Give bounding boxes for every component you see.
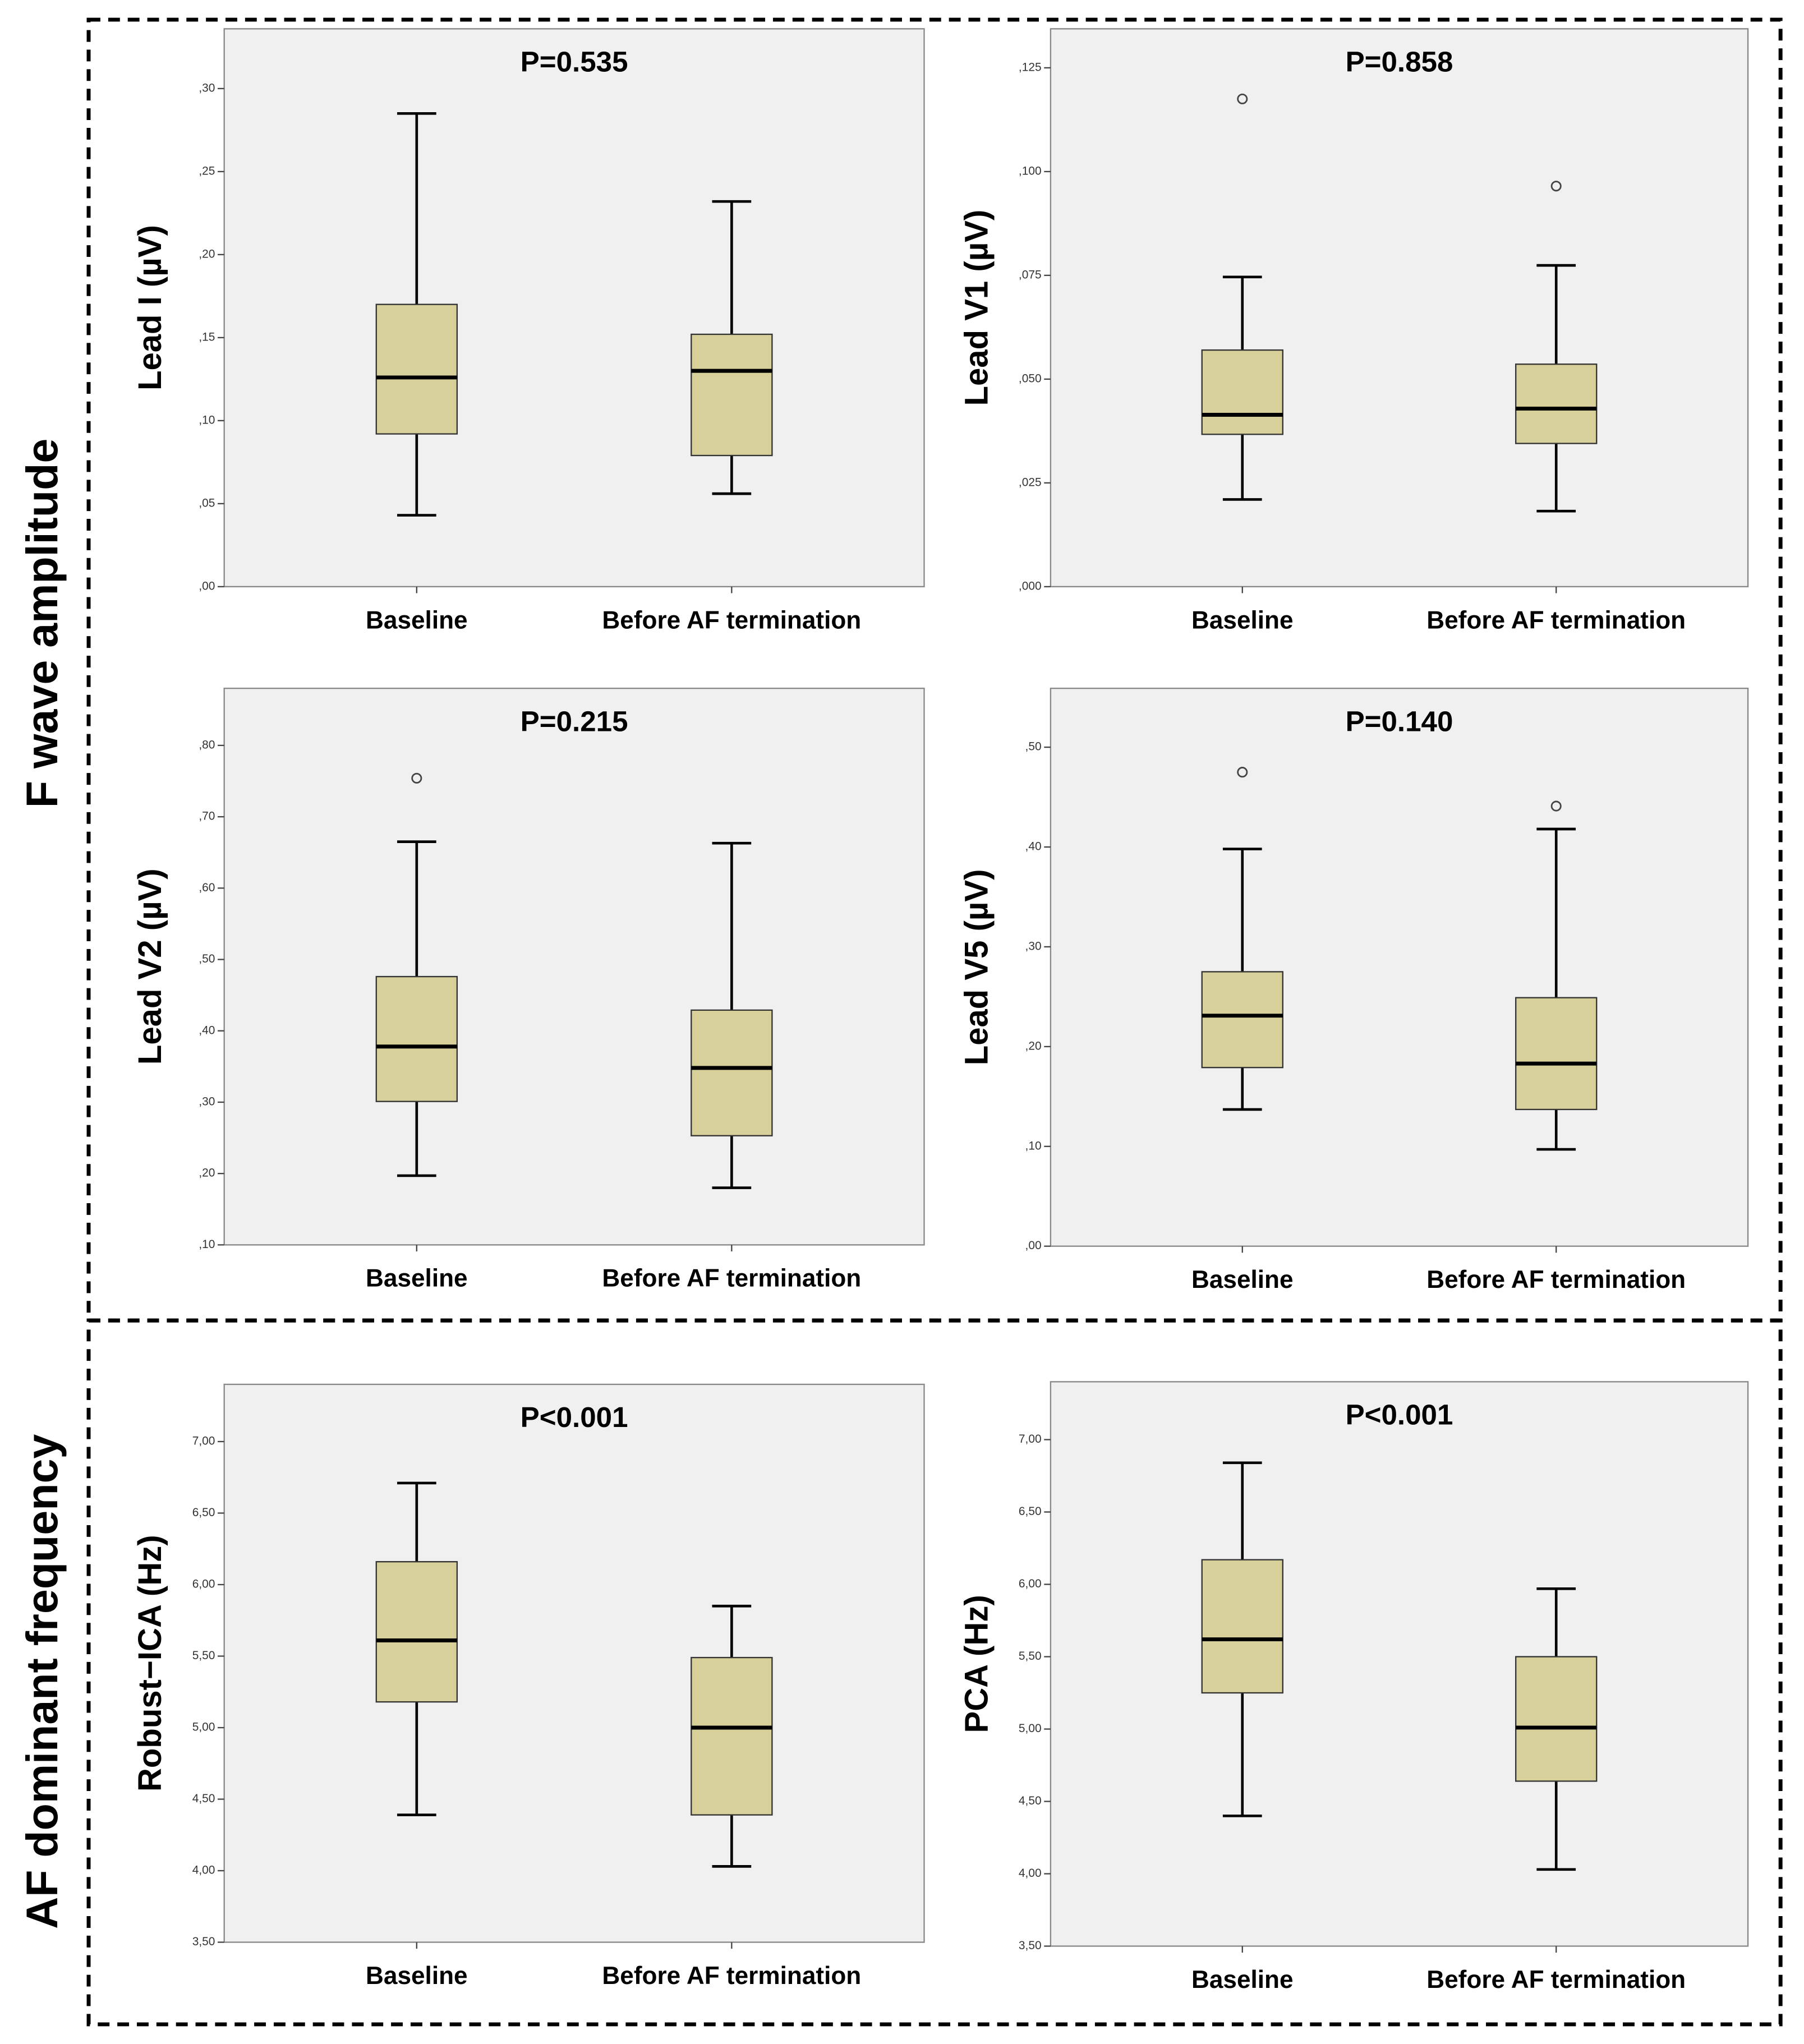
- x-tick-label: Before AF termination: [602, 1265, 861, 1292]
- box: [691, 1656, 773, 1816]
- y-tick-label: ,025: [1019, 476, 1042, 489]
- x-tick-label: Before AF termination: [602, 606, 861, 634]
- chart-title: P=0.535: [521, 46, 628, 78]
- y-tick-label: 5,00: [1019, 1722, 1042, 1735]
- outlier: [1237, 767, 1248, 778]
- y-tick-label: 4,50: [1019, 1794, 1042, 1807]
- y-axis-label: Robust−ICA (Hz): [132, 1535, 168, 1792]
- box: [1515, 1656, 1598, 1782]
- outlier: [1237, 93, 1248, 104]
- y-tick-label: ,00: [199, 579, 215, 592]
- plot-area: [223, 1383, 925, 1943]
- y-tick-label: ,40: [1025, 840, 1042, 853]
- y-tick-label: ,30: [199, 81, 215, 94]
- y-tick-label: ,100: [1019, 164, 1042, 177]
- y-tick-label: 7,00: [1019, 1433, 1042, 1445]
- box: [375, 975, 458, 1102]
- chart-title: P=0.858: [1346, 46, 1453, 78]
- y-tick-label: 6,50: [1019, 1505, 1042, 1518]
- y-tick-label: 5,00: [192, 1721, 215, 1734]
- y-tick-label: ,050: [1019, 372, 1042, 385]
- y-tick-label: ,50: [199, 952, 215, 965]
- y-tick-label: ,15: [199, 330, 215, 343]
- x-tick-label: Baseline: [366, 606, 468, 634]
- y-tick-label: ,25: [199, 164, 215, 177]
- outlier: [411, 772, 422, 784]
- y-tick-label: ,50: [1025, 740, 1042, 753]
- group-frame: [86, 1318, 1783, 2027]
- y-axis-label: PCA (Hz): [958, 1595, 995, 1733]
- y-tick-label: 3,50: [192, 1935, 215, 1948]
- y-tick-label: ,125: [1019, 61, 1042, 73]
- y-tick-label: ,10: [199, 1238, 215, 1251]
- group-label: F wave amplitude: [17, 439, 67, 808]
- y-tick-label: ,10: [1025, 1139, 1042, 1152]
- y-tick-label: ,30: [1025, 940, 1042, 952]
- y-tick-label: 7,00: [192, 1435, 215, 1448]
- y-tick-label: 4,00: [1019, 1867, 1042, 1880]
- box: [1201, 971, 1283, 1069]
- y-tick-label: 3,50: [1019, 1939, 1042, 1952]
- chart-title: P<0.001: [1346, 1399, 1453, 1431]
- y-tick-label: ,00: [1025, 1239, 1042, 1252]
- outlier: [1550, 800, 1562, 812]
- chart-title: P=0.140: [1346, 705, 1453, 737]
- y-tick-label: 4,00: [192, 1864, 215, 1877]
- x-tick-label: Before AF termination: [1426, 606, 1686, 634]
- box: [1515, 363, 1598, 444]
- box: [1515, 997, 1598, 1111]
- box: [375, 303, 458, 435]
- y-tick-label: 5,50: [192, 1649, 215, 1662]
- outlier: [1550, 181, 1562, 192]
- y-axis-label: Lead I (µV): [132, 225, 168, 390]
- y-tick-label: ,000: [1019, 579, 1042, 592]
- box: [375, 1561, 458, 1703]
- y-axis-label: Lead V2 (µV): [132, 868, 168, 1065]
- group-label: AF dominant frequency: [17, 1434, 67, 1929]
- y-tick-label: ,70: [199, 810, 215, 823]
- chart-title: P=0.215: [521, 705, 628, 737]
- plot-area: [1050, 1381, 1749, 1947]
- plot-area: [1050, 28, 1749, 588]
- y-tick-label: ,10: [199, 413, 215, 426]
- x-tick-label: Baseline: [1191, 1966, 1294, 1994]
- y-tick-label: ,40: [199, 1024, 215, 1037]
- y-tick-label: ,075: [1019, 268, 1042, 281]
- y-axis-label: Lead V5 (µV): [958, 869, 995, 1066]
- y-axis-label: Lead V1 (µV): [958, 210, 995, 406]
- y-tick-label: 6,50: [192, 1506, 215, 1519]
- plot-area: [1050, 687, 1749, 1247]
- y-tick-label: ,20: [199, 1167, 215, 1180]
- x-tick-label: Baseline: [1191, 606, 1294, 634]
- y-tick-label: 6,00: [192, 1578, 215, 1591]
- y-tick-label: ,20: [199, 247, 215, 260]
- y-tick-label: ,60: [199, 881, 215, 894]
- x-tick-label: Before AF termination: [602, 1962, 861, 1990]
- box: [1201, 349, 1283, 435]
- box: [1201, 1559, 1283, 1694]
- plot-area: [223, 28, 925, 588]
- y-tick-label: ,30: [199, 1095, 215, 1108]
- y-tick-label: ,20: [1025, 1039, 1042, 1052]
- y-tick-label: ,05: [199, 496, 215, 509]
- x-tick-label: Before AF termination: [1426, 1266, 1686, 1293]
- x-tick-label: Before AF termination: [1426, 1966, 1686, 1994]
- x-tick-label: Baseline: [1191, 1266, 1294, 1293]
- plot-area: [223, 687, 925, 1246]
- y-tick-label: 4,50: [192, 1792, 215, 1805]
- y-tick-label: 6,00: [1019, 1577, 1042, 1590]
- y-tick-label: ,80: [199, 738, 215, 751]
- box: [691, 1009, 773, 1136]
- x-tick-label: Baseline: [366, 1962, 468, 1990]
- chart-title: P<0.001: [521, 1401, 628, 1433]
- box: [691, 333, 773, 457]
- x-tick-label: Baseline: [366, 1265, 468, 1292]
- y-tick-label: 5,50: [1019, 1650, 1042, 1663]
